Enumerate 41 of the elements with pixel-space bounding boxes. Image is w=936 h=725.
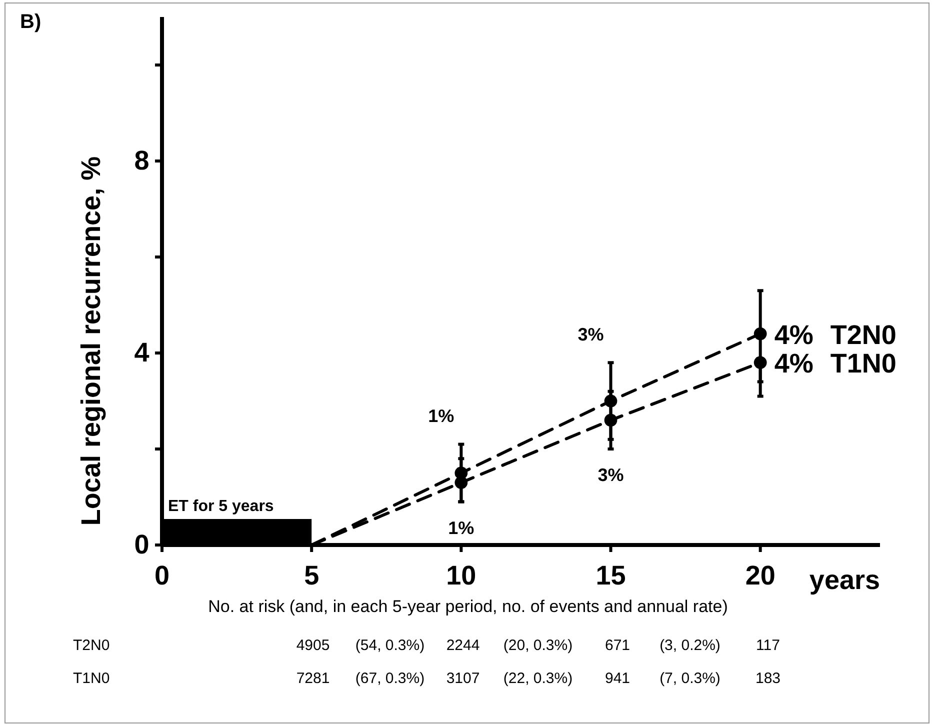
data-label: 3%: [598, 465, 624, 485]
text: 3107: [446, 670, 480, 687]
text: (3, 0.2%): [660, 637, 720, 654]
point: [754, 327, 767, 340]
chart-title: B): [20, 11, 42, 33]
text: 7281: [296, 670, 330, 687]
text: No. at risk (and, in each 5-year period, no. of events and annual rate): [208, 597, 728, 616]
data-label: 4%: [774, 320, 814, 350]
text: (54, 0.3%): [355, 637, 425, 654]
text: (22, 0.3%): [503, 670, 573, 687]
text: 941: [605, 670, 630, 687]
text: T2N0: [73, 637, 110, 654]
y-tick-label: 0: [134, 530, 150, 560]
text: (7, 0.3%): [660, 670, 720, 687]
x-tick-label: 15: [596, 560, 626, 591]
text: T1N0: [73, 670, 110, 687]
data-label: 3%: [578, 324, 604, 345]
text: 183: [755, 670, 781, 687]
data-label: 1%: [428, 406, 454, 426]
x-tick-label: 10: [446, 560, 476, 591]
x-tick-label: 0: [154, 560, 170, 591]
point: [754, 356, 767, 370]
text: (20, 0.3%): [503, 637, 573, 654]
band-label: ET for 5 years: [168, 498, 274, 515]
point: [604, 414, 618, 427]
text: 2244: [446, 637, 480, 654]
text: (67, 0.3%): [355, 670, 425, 687]
y-tick-label: 4: [134, 338, 150, 368]
y-tick-label: 8: [134, 146, 150, 176]
point: [454, 476, 468, 490]
y-axis-title: Local regional recurrence, %: [76, 156, 106, 526]
text: T2N0: [830, 320, 896, 350]
data-label: 1%: [448, 518, 474, 538]
x-tick-label: 20: [745, 560, 776, 591]
data-label: 4%: [774, 348, 814, 379]
x-axis-title: years: [809, 565, 880, 595]
x-tick-label: 5: [304, 560, 320, 591]
text: 117: [756, 637, 780, 654]
text: 671: [605, 637, 630, 654]
text: 4905: [296, 637, 330, 654]
text: T1N0: [830, 348, 896, 379]
